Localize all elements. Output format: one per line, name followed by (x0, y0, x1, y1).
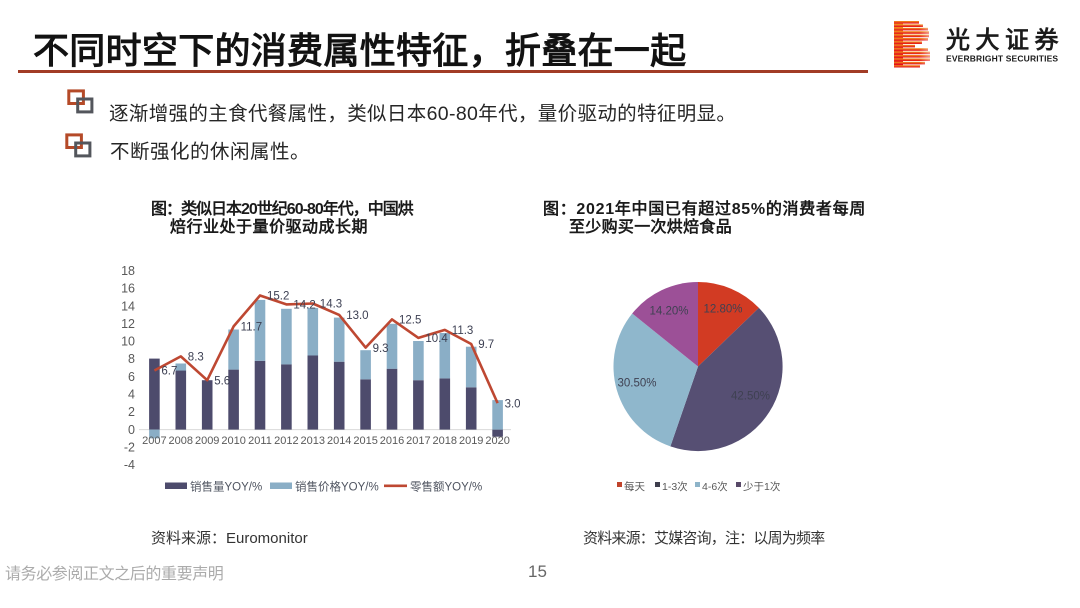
svg-text:12.5: 12.5 (399, 315, 421, 327)
svg-text:6: 6 (128, 370, 135, 384)
svg-text:10.4: 10.4 (425, 333, 448, 345)
svg-text:2012: 2012 (274, 435, 298, 447)
svg-text:14: 14 (121, 299, 135, 313)
svg-text:0: 0 (128, 423, 135, 437)
svg-text:42.50%: 42.50% (731, 391, 770, 403)
svg-text:2016: 2016 (380, 435, 404, 447)
svg-text:11.3: 11.3 (452, 325, 474, 337)
svg-text:2019: 2019 (459, 435, 483, 447)
svg-text:2008: 2008 (169, 435, 193, 447)
svg-text:EVERBRIGHT SECURITIES: EVERBRIGHT SECURITIES (946, 54, 1058, 64)
svg-text:8: 8 (128, 352, 135, 366)
svg-text:12: 12 (121, 317, 135, 331)
svg-text:13.0: 13.0 (346, 310, 368, 322)
svg-text:5.6: 5.6 (214, 375, 230, 387)
svg-text:2015: 2015 (353, 435, 377, 447)
svg-text:2009: 2009 (195, 435, 219, 447)
svg-text:2017: 2017 (406, 435, 430, 447)
svg-text:8.3: 8.3 (188, 352, 204, 364)
svg-text:销售价格YOY/%: 销售价格YOY/% (295, 480, 379, 494)
svg-text:14.2: 14.2 (293, 300, 315, 312)
svg-text:2013: 2013 (301, 435, 325, 447)
svg-text:4: 4 (128, 388, 135, 402)
svg-text:2: 2 (128, 405, 135, 419)
svg-text:2014: 2014 (327, 435, 351, 447)
svg-text:2020: 2020 (485, 435, 509, 447)
svg-text:30.50%: 30.50% (617, 378, 656, 390)
svg-text:14.20%: 14.20% (649, 306, 688, 318)
svg-text:2018: 2018 (433, 435, 457, 447)
svg-text:6.7: 6.7 (161, 366, 177, 378)
svg-text:零售额YOY/%: 零售额YOY/% (410, 480, 482, 494)
svg-text:16: 16 (121, 282, 135, 296)
svg-text:-2: -2 (124, 440, 135, 454)
svg-text:10: 10 (121, 335, 135, 349)
svg-text:光大证券: 光大证券 (945, 26, 1064, 54)
svg-text:2010: 2010 (221, 435, 245, 447)
svg-text:9.7: 9.7 (478, 339, 494, 351)
svg-text:2007: 2007 (142, 435, 166, 447)
svg-text:9.3: 9.3 (373, 343, 389, 355)
svg-text:11.7: 11.7 (241, 322, 263, 334)
svg-text:-4: -4 (124, 458, 135, 472)
svg-text:销售量YOY/%: 销售量YOY/% (190, 480, 262, 494)
svg-text:14.3: 14.3 (320, 299, 342, 311)
svg-text:12.80%: 12.80% (703, 304, 742, 316)
svg-text:3.0: 3.0 (505, 398, 520, 410)
svg-text:18: 18 (121, 264, 135, 278)
svg-text:15.2: 15.2 (267, 291, 289, 303)
svg-text:2011: 2011 (248, 435, 272, 447)
